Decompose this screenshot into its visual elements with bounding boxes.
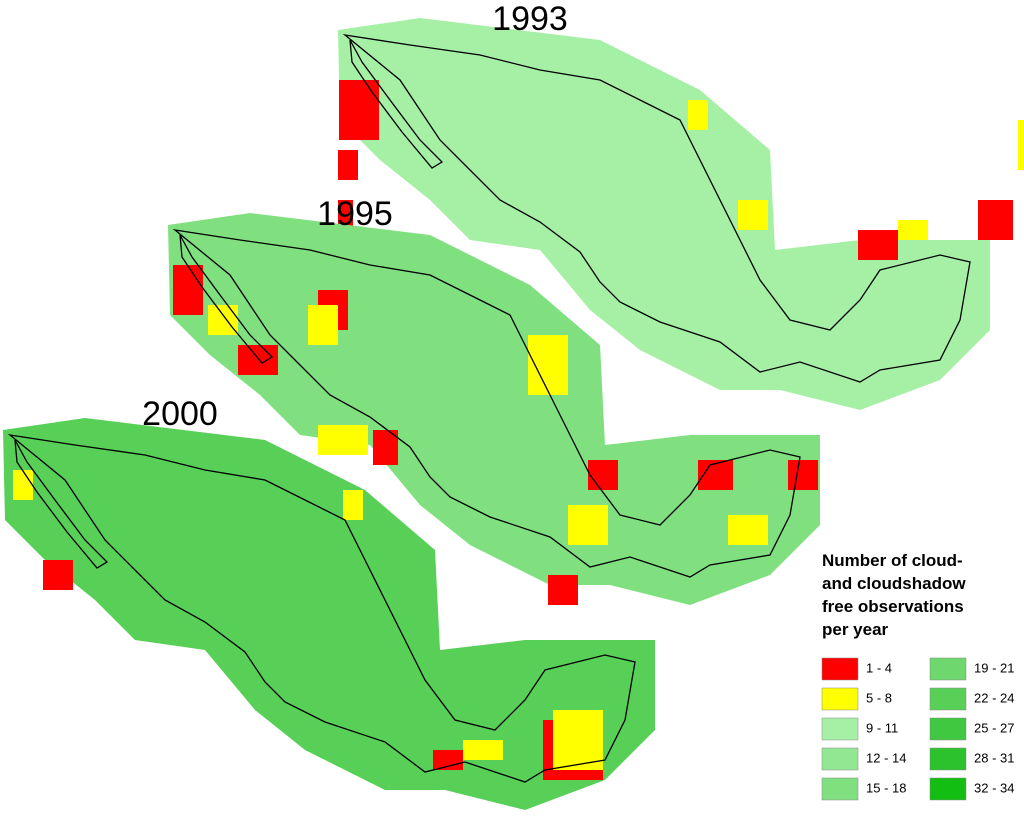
cloud-patch (433, 750, 463, 770)
cloud-patch (463, 740, 503, 760)
legend-swatch (929, 717, 967, 741)
year-map (338, 18, 1024, 410)
mexico-outline (7, 433, 636, 783)
legend-label: 9 - 11 (866, 720, 898, 735)
cloud-patch (898, 220, 928, 240)
cloud-patch (318, 425, 368, 455)
legend-swatch (929, 657, 967, 681)
legend-label: 32 - 34 (974, 780, 1014, 795)
cloud-patch (728, 515, 768, 545)
year-map (3, 418, 655, 810)
cloud-patch (978, 200, 1013, 240)
year-label: 2000 (142, 395, 218, 433)
cloud-patch (373, 430, 398, 465)
baja-outline (14, 439, 109, 569)
cloud-patch (43, 560, 73, 590)
legend-swatch (929, 777, 967, 801)
cloud-patch (738, 200, 768, 230)
cloud-patch (13, 470, 33, 500)
mexico-outline (342, 33, 971, 383)
legend-label: 22 - 24 (974, 690, 1014, 705)
legend-label: 28 - 31 (974, 750, 1014, 765)
baja-outline (179, 234, 274, 364)
image-footprint (3, 418, 655, 810)
cloud-patch (1018, 120, 1024, 170)
legend-label: 15 - 18 (866, 780, 906, 795)
image-footprint (338, 18, 990, 410)
cloud-patch (339, 80, 379, 140)
year-label: 1995 (317, 195, 393, 233)
legend-swatch (929, 747, 967, 771)
legend-title: and cloudshadow (822, 574, 966, 593)
cloud-patch (308, 305, 338, 345)
cloud-patch (528, 335, 568, 395)
legend-swatch (821, 657, 859, 681)
cloud-patch (788, 460, 818, 490)
legend-swatch (821, 687, 859, 711)
legend-title: per year (822, 620, 889, 639)
baja-outline (349, 39, 444, 169)
legend-label: 19 - 21 (974, 660, 1014, 675)
legend-title: free observations (822, 597, 964, 616)
cloud-patch (208, 305, 238, 335)
legend-swatch (821, 777, 859, 801)
mexico-outline (172, 228, 801, 578)
legend-label: 12 - 14 (866, 750, 906, 765)
cloud-patch (238, 345, 278, 375)
legend-label: 1 - 4 (866, 660, 892, 675)
cloud-patch (588, 460, 618, 490)
year-map (168, 213, 820, 605)
year-label: 1993 (492, 0, 568, 38)
cloud-patch (858, 230, 898, 260)
legend-swatch (821, 717, 859, 741)
cloud-patch (338, 150, 358, 180)
legend-title: Number of cloud- (822, 551, 963, 570)
legend-swatch (821, 747, 859, 771)
legend-label: 5 - 8 (866, 690, 892, 705)
cloud-patch (173, 265, 203, 315)
legend-label: 25 - 27 (974, 720, 1014, 735)
cloud-patch (548, 575, 578, 605)
cloud-patch (553, 710, 603, 770)
cloud-patch (568, 505, 608, 545)
legend-swatch (929, 687, 967, 711)
cloud-patch (343, 490, 363, 520)
cloud-patch (688, 100, 708, 130)
